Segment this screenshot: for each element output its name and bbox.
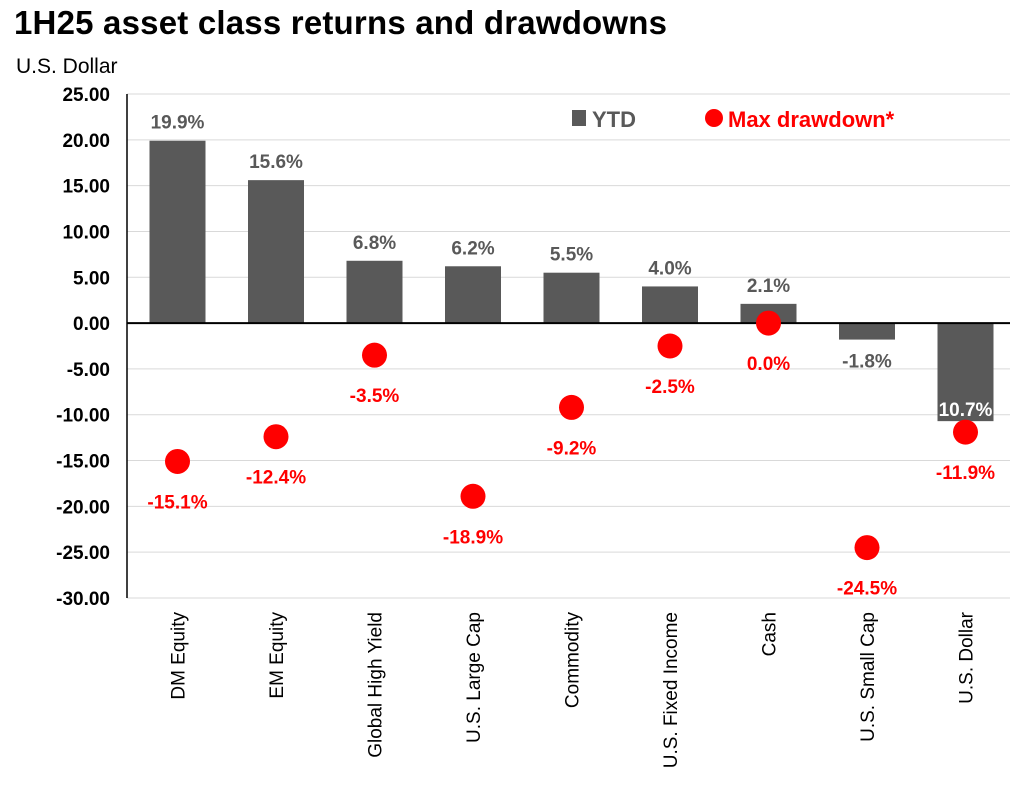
drawdown-data-label: -3.5% [350, 386, 400, 407]
drawdown-data-label: -9.2% [547, 438, 597, 459]
ytd-data-label: 10.7% [939, 400, 993, 421]
data-labels: 19.9% -15.1% 15.6% -12.4% 6.8% -3.5% 6.2% -18.9… [147, 113, 995, 600]
drawdown-marker [559, 394, 584, 420]
ytd-data-label: 2.1% [747, 276, 790, 297]
y-tick-label: -10.00 [56, 406, 110, 427]
ytd-bar [642, 286, 698, 324]
chart-title: 1H25 asset class returns and drawdowns [14, 4, 668, 41]
drawdown-marker [657, 333, 683, 359]
ytd-bar [839, 323, 895, 340]
drawdown-marker [953, 419, 978, 445]
y-tick-label: 25.00 [62, 85, 110, 106]
drawdown-marker [756, 310, 781, 336]
ytd-bar [346, 260, 403, 324]
ytd-data-label: 5.5% [550, 245, 593, 266]
ytd-bar [149, 140, 206, 324]
ytd-bar [248, 180, 304, 324]
y-tick-label: -25.00 [56, 543, 110, 564]
drawdown-marker [460, 483, 486, 509]
x-category-label: U.S. Small Cap [858, 612, 879, 742]
ytd-data-label: 4.0% [648, 258, 691, 279]
y-tick-label: 20.00 [62, 131, 110, 152]
legend: YTD Max drawdown* [572, 107, 895, 132]
x-category-label: Global High Yield [366, 612, 387, 758]
y-tick-label: -15.00 [56, 452, 110, 473]
legend-dd-label: Max drawdown* [728, 107, 895, 132]
y-tick-label: 0.00 [73, 314, 110, 335]
drawdown-data-label: -15.1% [147, 492, 207, 513]
ytd-bar [445, 266, 501, 324]
x-category-label: Commodity [563, 612, 584, 709]
y-axis: 25.00 20.00 15.00 10.00 5.00 0.00 -5.00 -10.00 -… [56, 85, 128, 610]
chart-subtitle: U.S. Dollar [16, 55, 118, 78]
drawdown-data-label: -12.4% [246, 468, 306, 489]
x-category-label: U.S. Large Cap [464, 612, 485, 743]
drawdown-marker [263, 424, 289, 450]
ytd-data-label: 6.8% [353, 233, 396, 254]
drawdown-marker [165, 448, 190, 474]
ytd-data-label: 6.2% [451, 238, 494, 259]
drawdown-marker [362, 342, 387, 368]
ytd-data-label: 15.6% [249, 152, 303, 173]
y-tick-label: 15.00 [62, 177, 110, 198]
y-tick-label: 10.00 [62, 222, 110, 243]
x-axis-labels: DM Equity EM Equity Global High Yield U.S. … [169, 611, 978, 768]
ytd-bars [149, 140, 994, 422]
drawdown-marker [854, 535, 880, 561]
x-category-label: DM Equity [169, 612, 190, 700]
x-category-label: U.S. Fixed Income [661, 612, 682, 768]
drawdown-data-label: -24.5% [837, 579, 897, 600]
y-tick-label: -20.00 [56, 497, 110, 518]
drawdown-data-label: -2.5% [645, 377, 695, 398]
ytd-bar [543, 272, 600, 324]
drawdown-markers [165, 310, 978, 561]
ytd-data-label: 19.9% [151, 113, 205, 134]
y-tick-label: -5.00 [67, 360, 110, 381]
drawdown-data-label: -11.9% [936, 463, 995, 484]
x-category-label: Cash [760, 612, 781, 656]
y-tick-label: 5.00 [73, 268, 110, 289]
drawdown-data-label: -18.9% [443, 527, 503, 548]
x-category-label: U.S. Dollar [957, 611, 978, 704]
legend-ytd-label: YTD [592, 107, 636, 132]
legend-dd-swatch [705, 109, 723, 127]
drawdown-data-label: 0.0% [747, 354, 790, 375]
y-tick-label: -30.00 [56, 589, 110, 610]
legend-ytd-swatch [572, 110, 586, 126]
x-category-label: EM Equity [267, 612, 288, 699]
ytd-data-label: -1.8% [842, 352, 892, 373]
ytd-bar [937, 323, 994, 422]
